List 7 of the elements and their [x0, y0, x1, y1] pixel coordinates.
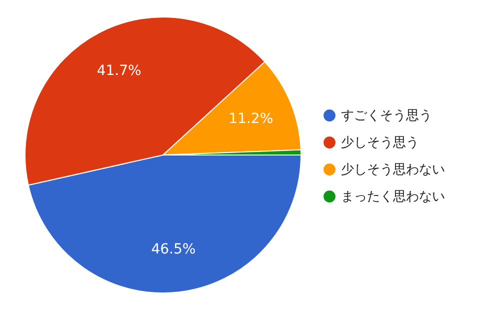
data-label: 46.5%: [151, 241, 196, 258]
legend-label: すごくそう思う: [341, 108, 432, 124]
legend-label: まったく思わない: [341, 190, 445, 204]
legend-label: 少しそう思わない: [341, 162, 445, 178]
data-label: 11.2%: [228, 110, 274, 127]
data-label: 41.7%: [96, 62, 142, 79]
legend-label: 少しそう思う: [341, 136, 419, 150]
